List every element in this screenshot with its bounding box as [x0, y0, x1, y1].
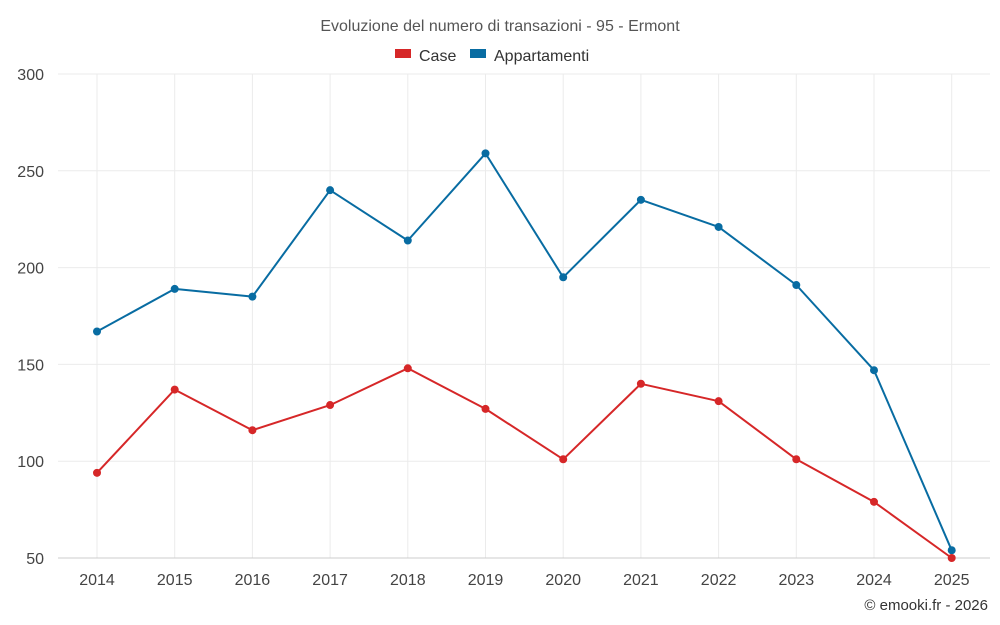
data-point-appartamenti[interactable]: [403, 236, 412, 245]
x-tick-label: 2024: [856, 572, 892, 589]
legend-item-case[interactable]: Case: [395, 48, 456, 65]
y-tick-label: 100: [17, 454, 44, 471]
data-point-case[interactable]: [947, 554, 956, 562]
x-tick-label: 2020: [545, 572, 581, 589]
x-tick-label: 2025: [934, 572, 970, 589]
data-point-appartamenti[interactable]: [559, 273, 568, 282]
x-axis: 2014 2015 2016 2017 2018 2019 2020 2021 2022 2023…: [58, 557, 990, 589]
data-point-case[interactable]: [403, 364, 412, 373]
data-point-appartamenti[interactable]: [326, 186, 335, 195]
data-point-appartamenti[interactable]: [248, 292, 257, 301]
data-point-appartamenti[interactable]: [636, 195, 645, 204]
x-tick-label: 2018: [390, 572, 426, 589]
data-point-case[interactable]: [792, 455, 801, 464]
data-point-case[interactable]: [326, 401, 335, 410]
data-point-case[interactable]: [636, 379, 645, 388]
x-tick-label: 2019: [468, 572, 504, 589]
data-point-appartamenti[interactable]: [714, 222, 723, 231]
x-tick-label: 2015: [157, 572, 193, 589]
data-point-case[interactable]: [170, 385, 179, 394]
legend-swatch-case: [395, 49, 411, 58]
y-tick-label: 250: [17, 164, 44, 181]
series: [93, 149, 956, 562]
y-tick-label: 50: [26, 551, 44, 568]
data-point-case[interactable]: [714, 397, 723, 406]
data-point-case[interactable]: [248, 426, 257, 435]
x-tick-label: 2017: [312, 572, 348, 589]
data-point-appartamenti[interactable]: [170, 284, 179, 293]
series-line-appartamenti: [96, 152, 953, 551]
legend-swatch-appartamenti: [470, 49, 486, 58]
legend-label-case: Case: [419, 48, 456, 65]
y-tick-label: 200: [17, 261, 44, 278]
series-case: [93, 364, 956, 562]
x-tick-label: 2016: [235, 572, 271, 589]
y-tick-label: 150: [17, 357, 44, 374]
legend: Case Appartamenti: [395, 48, 589, 65]
legend-item-appartamenti[interactable]: Appartamenti: [470, 48, 589, 65]
grid: [58, 73, 990, 559]
credit-text: © emooki.fr - 2026: [864, 597, 988, 614]
data-point-case[interactable]: [559, 455, 568, 464]
y-axis: 50 100 150 200 250 300: [17, 67, 44, 568]
data-point-case[interactable]: [93, 468, 101, 477]
data-point-case[interactable]: [870, 497, 878, 506]
x-tick-label: 2021: [623, 572, 659, 589]
data-point-appartamenti[interactable]: [947, 546, 956, 555]
x-tick-label: 2023: [779, 572, 815, 589]
legend-label-appartamenti: Appartamenti: [494, 48, 589, 65]
x-tick-label: 2022: [701, 572, 737, 589]
data-point-appartamenti[interactable]: [481, 149, 490, 158]
data-point-appartamenti[interactable]: [870, 366, 878, 375]
chart-title: Evoluzione del numero di transazioni - 9…: [320, 18, 680, 35]
series-appartamenti: [93, 149, 956, 555]
data-point-case[interactable]: [481, 404, 490, 413]
data-point-appartamenti[interactable]: [792, 281, 801, 290]
x-tick-label: 2014: [79, 572, 115, 589]
data-point-appartamenti[interactable]: [93, 327, 101, 336]
y-tick-label: 300: [17, 67, 44, 84]
series-line-case: [96, 367, 953, 559]
